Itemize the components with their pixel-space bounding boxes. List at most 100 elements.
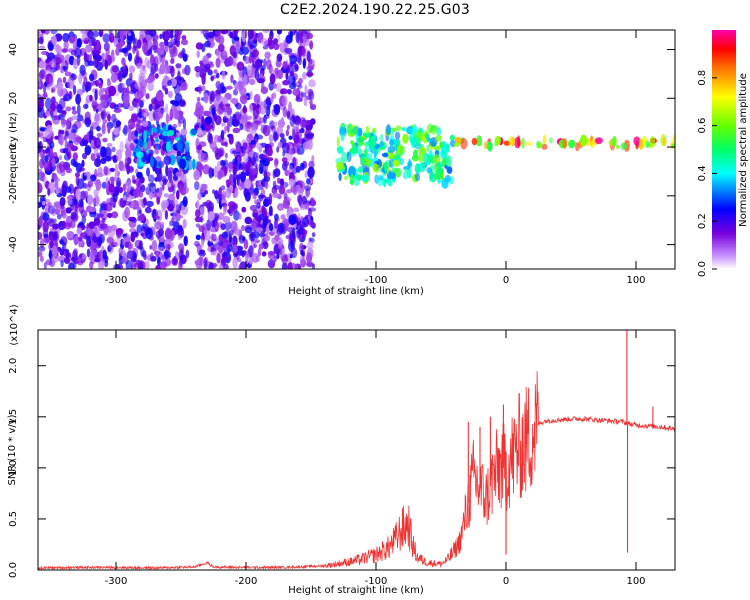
heatmap-cell: [258, 144, 263, 153]
heatmap-cell: [67, 77, 75, 89]
heatmap-cell: [297, 84, 303, 89]
heatmap-cell: [260, 38, 269, 46]
heatmap-cell: [222, 137, 227, 143]
heatmap-cell: [302, 58, 306, 69]
heatmap-cell: [136, 62, 143, 70]
y-tick-label: 20: [8, 92, 19, 105]
heatmap-cell: [161, 46, 166, 51]
heatmap-cell: [239, 93, 248, 105]
heatmap-cell: [38, 60, 47, 69]
heatmap-cell: [109, 176, 116, 182]
heatmap-cell: [203, 234, 212, 241]
heatmap-cell: [233, 179, 237, 190]
heatmap-cell: [38, 182, 43, 194]
heatmap-cell: [285, 235, 291, 239]
heatmap-cell: [476, 135, 482, 147]
heatmap-cell: [201, 85, 206, 91]
heatmap-cell: [305, 188, 310, 198]
heatmap-cell: [145, 154, 151, 164]
heatmap-cell: [575, 142, 580, 152]
heatmap-cell: [251, 155, 256, 166]
heatmap-cell: [446, 143, 450, 154]
heatmap-cell: [612, 135, 617, 147]
heatmap-cell: [50, 110, 54, 118]
heatmap-cell: [302, 141, 310, 150]
heatmap-cell: [99, 203, 107, 208]
heatmap-cell: [282, 106, 287, 118]
heatmap-cell: [214, 30, 222, 35]
heatmap-cell: [239, 86, 247, 96]
heatmap-cell: [64, 71, 72, 77]
heatmap-cell: [143, 130, 148, 143]
heatmap-cell: [590, 139, 595, 149]
heatmap-cell: [70, 158, 76, 166]
heatmap-cell: [39, 45, 46, 50]
heatmap-cell: [483, 141, 488, 150]
heatmap-cell: [70, 220, 76, 229]
heatmap-cell: [124, 241, 129, 248]
snr-y-axis: 0.0 0.5 1.0 1.5 2.0: [8, 358, 675, 578]
heatmap-cell: [158, 228, 164, 237]
heatmap-cell: [243, 154, 249, 164]
heatmap-cell: [286, 66, 294, 74]
heatmap-cell: [214, 115, 222, 126]
heatmap-cell: [306, 65, 314, 72]
heatmap-cell: [247, 133, 253, 139]
heatmap-cell: [220, 30, 228, 35]
heatmap-cell: [45, 181, 49, 190]
heatmap-cell: [87, 30, 94, 39]
heatmap-cell: [65, 248, 70, 260]
heatmap-cell: [38, 251, 43, 257]
x-tick-label: -200: [235, 576, 258, 587]
heatmap-cell: [123, 124, 128, 136]
snr-y-multiplier: (x10^4): [9, 304, 20, 345]
heatmap-cell: [280, 214, 286, 220]
heatmap-cell: [175, 171, 182, 177]
heatmap-cell: [279, 45, 284, 54]
heatmap-cell: [282, 198, 291, 210]
heatmap-cell: [256, 77, 265, 84]
heatmap-cell: [100, 94, 109, 100]
heatmap-cell: [159, 33, 163, 40]
heatmap-cell: [125, 148, 132, 159]
heatmap-cell: [154, 65, 159, 72]
heatmap-cell: [445, 155, 452, 168]
y-tick-label: 0: [8, 144, 19, 150]
heatmap-cell: [397, 138, 401, 146]
heatmap-cell: [148, 103, 153, 112]
heatmap-cell: [307, 166, 315, 179]
heatmap-cell: [93, 225, 98, 234]
colorbar-tick-label: 0.2: [697, 213, 708, 229]
heatmap-cell: [49, 76, 54, 87]
heatmap-cell: [89, 94, 93, 102]
heatmap-cell: [52, 117, 60, 125]
heatmap-cell: [295, 165, 301, 173]
heatmap-cell: [95, 179, 102, 191]
heatmap-cell: [138, 240, 143, 251]
heatmap-cell: [267, 147, 273, 157]
heatmap-cell: [379, 140, 384, 148]
heatmap-cell: [111, 211, 119, 219]
heatmap-cell: [218, 262, 224, 269]
heatmap-cell: [207, 201, 215, 213]
heatmap-cell: [44, 127, 53, 139]
heatmap-cell: [127, 52, 133, 62]
heatmap-cell: [276, 146, 280, 153]
heatmap-cell: [54, 180, 59, 189]
heatmap-cell: [299, 162, 305, 171]
heatmap-cell: [165, 113, 170, 125]
heatmap-cell: [169, 49, 174, 58]
heatmap-cell: [262, 217, 268, 229]
heatmap-cell: [196, 96, 201, 102]
heatmap-cell: [59, 154, 63, 161]
heatmap-cell: [233, 41, 242, 49]
heatmap-cell: [286, 227, 294, 232]
heatmap-cell: [122, 183, 127, 192]
heatmap-cell: [224, 152, 228, 159]
heatmap-cell: [195, 107, 202, 115]
heatmap-cell: [308, 79, 316, 88]
snr-x-label: Height of straight line (km): [288, 585, 424, 596]
spectrogram-y-axis: -40 -20 0 20 40: [8, 43, 675, 253]
heatmap-cell: [58, 133, 64, 145]
colorbar-tick-label: 0.4: [697, 165, 708, 181]
